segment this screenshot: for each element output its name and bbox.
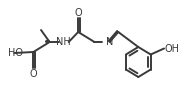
Text: O: O	[74, 8, 82, 18]
Text: HO: HO	[8, 48, 23, 58]
Text: NH: NH	[55, 37, 70, 47]
Text: O: O	[30, 69, 37, 79]
Text: N: N	[106, 37, 113, 47]
Text: OH: OH	[164, 44, 179, 53]
